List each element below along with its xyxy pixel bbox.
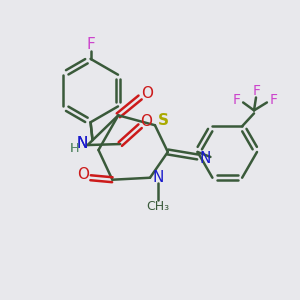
Text: CH₃: CH₃ [146, 200, 170, 213]
Text: N: N [200, 152, 211, 166]
Text: N: N [77, 136, 88, 151]
Text: H: H [70, 142, 80, 154]
Text: H: H [70, 142, 80, 154]
Text: O: O [140, 114, 152, 129]
Text: F: F [270, 94, 278, 107]
Text: O: O [76, 167, 88, 182]
Text: F: F [232, 94, 240, 107]
Text: N: N [152, 170, 164, 185]
Text: F: F [253, 84, 261, 98]
Text: S: S [158, 113, 169, 128]
Text: F: F [86, 38, 95, 52]
Text: O: O [141, 86, 153, 101]
Text: N: N [77, 136, 88, 151]
